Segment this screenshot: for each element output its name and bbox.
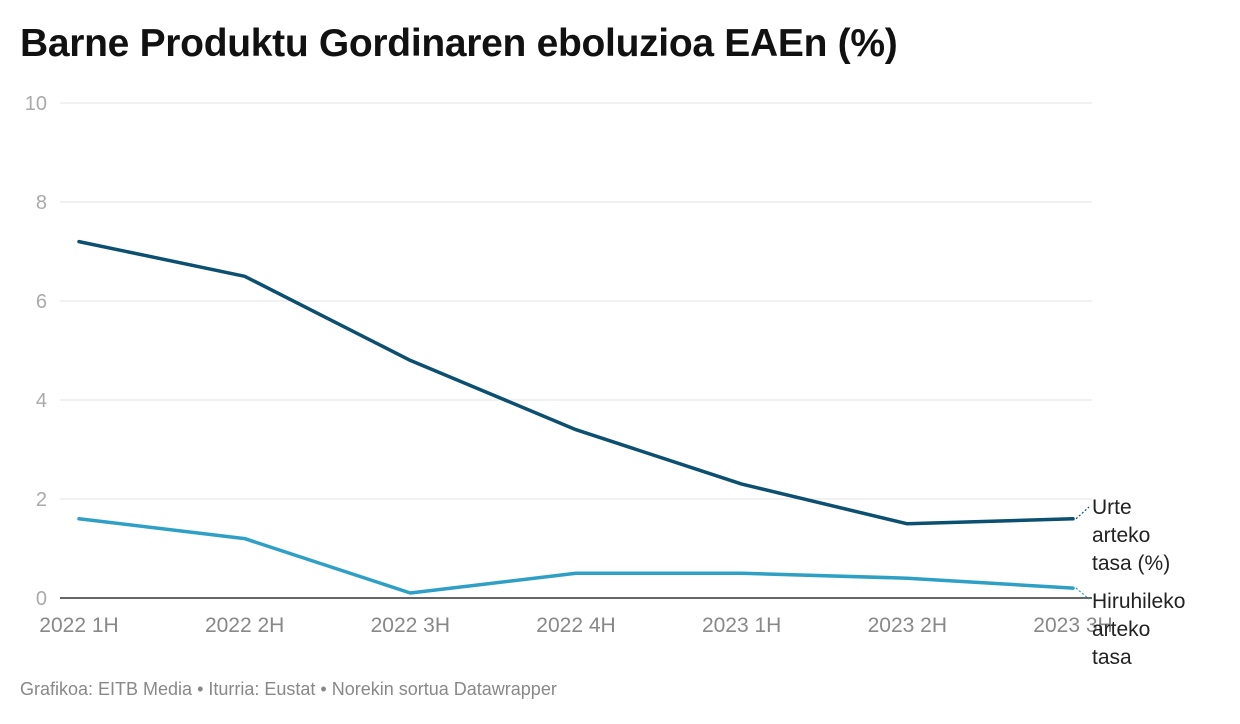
x-tick-label-4: 2023 1H	[702, 614, 781, 637]
series-label-line: arteko	[1092, 618, 1150, 641]
x-tick-label-2: 2022 3H	[371, 614, 450, 637]
x-axis-labels: 2022 1H 2022 2H 2022 3H 2022 4H 2023 1H 2023 …	[39, 614, 1112, 637]
series-line-1	[77, 517, 1075, 595]
y-tick-label-10: 10	[25, 93, 47, 115]
series-label-0: Urte arteko tasa (%)	[1092, 496, 1170, 575]
series-lines	[77, 239, 1075, 595]
x-tick-label-3: 2022 4H	[536, 614, 615, 637]
x-tick-label-0: 2022 1H	[39, 614, 118, 637]
y-tick-label-8: 8	[36, 192, 47, 214]
grid-lines	[60, 102, 1092, 599]
series-label-line: arteko	[1092, 524, 1150, 547]
series-label-1: Hiruhileko arteko tasa	[1092, 590, 1185, 669]
series-label-line: Hiruhileko	[1092, 590, 1185, 613]
y-tick-label-2: 2	[36, 489, 47, 511]
chart-title: Barne Produktu Gordinaren eboluzioa EAEn…	[20, 22, 898, 65]
x-tick-label-1: 2022 2H	[205, 614, 284, 637]
series-label-line: tasa (%)	[1092, 552, 1170, 575]
x-tick-label-5: 2023 2H	[868, 614, 947, 637]
series-label-line: tasa	[1092, 646, 1132, 669]
series-label-connector-0	[1075, 506, 1090, 520]
x-tick-label-6: 2023 3H	[1033, 614, 1112, 637]
series-labels: Urte arteko tasa (%) Hiruhileko arteko tasa	[1075, 496, 1185, 669]
source-footer: Grafikoa: EITB Media • Iturria: Eustat •…	[20, 679, 557, 699]
y-tick-label-6: 6	[36, 291, 47, 313]
y-tick-label-4: 4	[36, 390, 47, 412]
series-line-0	[77, 239, 1075, 526]
series-label-line: Urte	[1092, 496, 1132, 519]
series-label-connector-1	[1075, 587, 1090, 600]
y-tick-label-0: 0	[36, 588, 47, 610]
y-axis-labels: 0 2 4 6 8 10	[25, 93, 47, 610]
